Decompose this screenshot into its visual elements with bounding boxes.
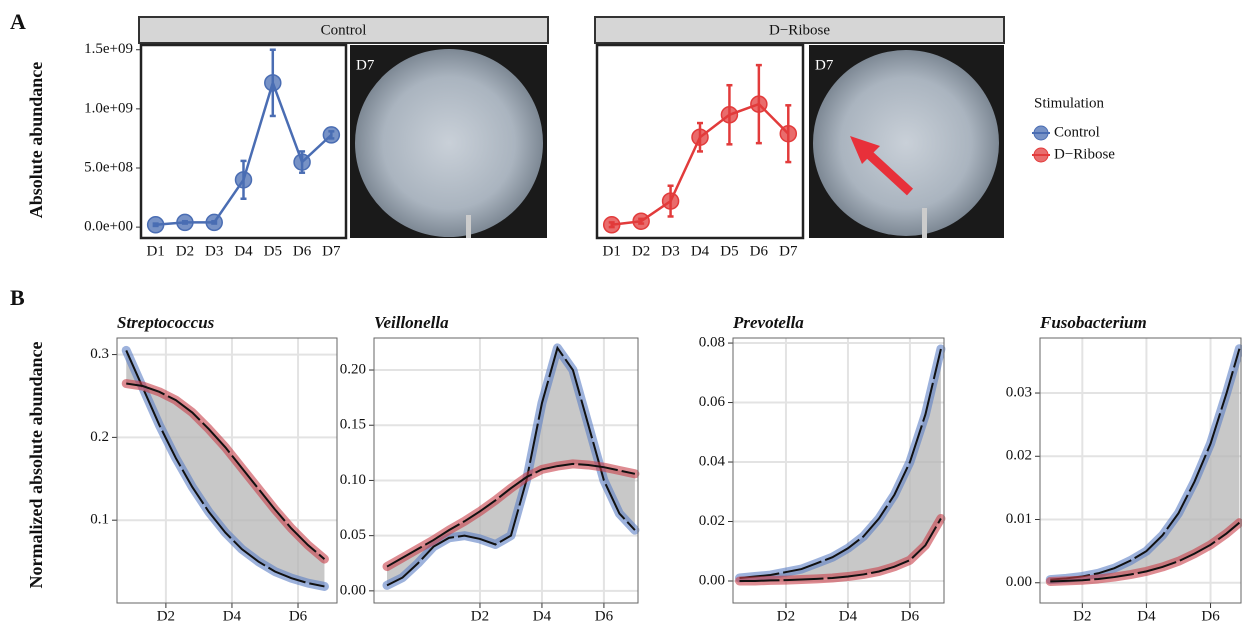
point <box>750 95 768 113</box>
y-tick-label: 5.0e+08 <box>84 159 133 175</box>
x-tick-label: D2 <box>471 608 489 624</box>
point <box>205 213 223 232</box>
point <box>234 171 253 189</box>
chart-title: Veillonella <box>374 313 449 332</box>
legend-title: Stimulation <box>1034 95 1105 111</box>
x-tick-label: D4 <box>234 243 253 259</box>
plot-frame <box>732 337 945 604</box>
x-tick-label: D2 <box>777 608 795 624</box>
strip-title: D−Ribose <box>769 22 830 38</box>
point <box>691 128 709 146</box>
point <box>602 216 621 234</box>
difference-area <box>1050 348 1240 582</box>
difference-area <box>739 349 941 581</box>
y-tick-label: 0.00 <box>699 572 725 588</box>
x-tick-label: D3 <box>205 243 223 259</box>
y-tick-label: 0.04 <box>699 453 726 469</box>
x-tick-label: D4 <box>691 243 710 259</box>
fit-line <box>386 462 636 568</box>
y-tick-label: 1.0e+09 <box>84 100 133 116</box>
x-tick-label: D4 <box>223 608 242 624</box>
photo-label: D7 <box>356 57 375 73</box>
plot-area <box>141 45 346 238</box>
y-tick-label: 0.00 <box>1006 574 1032 590</box>
x-tick-label: D1 <box>603 243 621 259</box>
x-tick-label: D6 <box>595 608 614 624</box>
x-tick-label: D2 <box>176 243 194 259</box>
legend-label: Control <box>1054 124 1100 140</box>
x-tick-label: D6 <box>750 243 769 259</box>
y-axis-label: Normalized absolute abundance <box>26 341 46 588</box>
x-tick-label: D5 <box>720 243 738 259</box>
photo <box>350 45 547 238</box>
point <box>720 106 739 124</box>
photo-label: D7 <box>815 57 834 73</box>
point <box>293 153 311 171</box>
x-tick-label: D2 <box>1073 608 1091 624</box>
y-tick-label: 0.2 <box>90 429 109 445</box>
y-tick-label: 0.02 <box>699 513 725 529</box>
y-tick-label: 0.20 <box>340 361 366 377</box>
legend-label: D−Ribose <box>1054 146 1115 162</box>
plot-frame <box>139 43 348 240</box>
x-tick-label: D4 <box>839 608 858 624</box>
y-tick-label: 0.03 <box>1006 384 1032 400</box>
fit-line <box>739 348 942 580</box>
fit-line <box>126 382 326 560</box>
point <box>779 124 798 143</box>
panel-label: B <box>10 285 25 310</box>
point <box>146 216 165 234</box>
x-tick-label: D2 <box>632 243 650 259</box>
plot-frame <box>1039 337 1242 604</box>
y-axis-label: Absolute abundance <box>26 62 46 219</box>
chart-title: Fusobacterium <box>1039 313 1147 332</box>
y-tick-label: 0.00 <box>340 582 366 598</box>
fit-line <box>1050 521 1241 583</box>
y-tick-label: 0.15 <box>340 417 366 433</box>
difference-area <box>387 347 635 586</box>
x-tick-label: D1 <box>146 243 164 259</box>
y-tick-label: 1.5e+09 <box>84 41 133 57</box>
strip <box>138 16 549 44</box>
chart-title: Streptococcus <box>117 313 215 332</box>
y-tick-label: 0.3 <box>90 346 109 362</box>
fit-line <box>739 518 942 582</box>
strip-title: Control <box>321 22 367 38</box>
photo <box>809 45 1004 238</box>
y-tick-label: 0.08 <box>699 334 725 350</box>
plot-frame <box>116 337 338 604</box>
x-tick-label: D3 <box>661 243 679 259</box>
y-tick-label: 0.1 <box>90 512 109 528</box>
x-tick-label: D4 <box>1137 608 1156 624</box>
fit-line <box>386 345 636 587</box>
x-tick-label: D7 <box>779 243 798 259</box>
y-tick-label: 0.06 <box>699 394 726 410</box>
plot-frame <box>373 337 639 604</box>
difference-area <box>126 350 325 587</box>
x-tick-label: D6 <box>293 243 312 259</box>
y-tick-label: 0.05 <box>340 527 366 543</box>
y-tick-label: 0.02 <box>1006 448 1032 464</box>
x-tick-label: D2 <box>157 608 175 624</box>
point <box>632 212 650 230</box>
strip <box>594 16 1005 44</box>
fit-line <box>125 350 325 588</box>
x-tick-label: D5 <box>264 243 282 259</box>
x-tick-label: D6 <box>1201 608 1220 624</box>
x-tick-label: D6 <box>901 608 920 624</box>
x-tick-label: D6 <box>289 608 308 624</box>
y-tick-label: 0.0e+00 <box>84 219 133 235</box>
point <box>322 126 341 144</box>
x-tick-label: D4 <box>533 608 552 624</box>
point <box>264 74 282 92</box>
y-tick-label: 0.10 <box>340 472 366 488</box>
panel-label: A <box>10 9 26 34</box>
point <box>661 192 680 210</box>
y-tick-label: 0.01 <box>1006 511 1032 527</box>
plot-frame <box>595 43 805 240</box>
x-tick-label: D7 <box>322 243 341 259</box>
point <box>176 213 194 232</box>
chart-title: Prevotella <box>732 313 804 332</box>
